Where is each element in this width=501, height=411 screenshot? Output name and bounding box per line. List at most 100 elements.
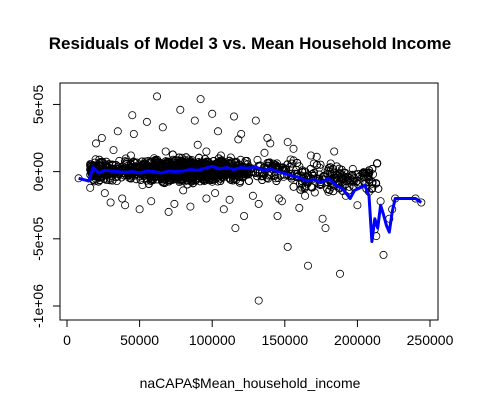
data-point xyxy=(118,194,127,203)
data-point xyxy=(248,191,257,200)
data-point xyxy=(355,178,364,187)
data-point xyxy=(186,202,195,211)
data-point xyxy=(289,182,298,191)
data-point xyxy=(335,164,344,173)
data-point xyxy=(309,159,318,168)
data-point xyxy=(97,133,106,142)
data-point xyxy=(205,170,214,179)
data-point xyxy=(266,139,275,148)
data-point xyxy=(254,199,263,208)
data-point xyxy=(158,123,167,132)
data-point xyxy=(326,159,335,168)
x-tick-label: 150000 xyxy=(261,332,308,348)
data-point xyxy=(117,173,126,182)
data-point xyxy=(100,189,109,198)
data-point xyxy=(200,170,209,179)
data-point xyxy=(136,175,145,184)
data-point xyxy=(289,144,298,153)
data-point xyxy=(109,169,118,178)
data-point xyxy=(321,224,330,233)
data-point xyxy=(296,185,305,194)
data-point xyxy=(308,170,317,179)
data-point xyxy=(315,163,324,172)
data-point xyxy=(94,177,103,186)
data-point xyxy=(258,175,267,184)
data-point xyxy=(109,146,118,155)
x-axis: 0 50000 100000 150000 200000 250000 xyxy=(63,319,454,348)
data-point xyxy=(301,183,310,192)
data-point xyxy=(169,172,178,181)
data-point xyxy=(147,197,156,206)
y-tick-label: 5e+05 xyxy=(30,85,46,125)
data-point xyxy=(106,198,115,207)
data-point xyxy=(273,211,282,220)
data-point xyxy=(229,112,238,121)
data-point xyxy=(188,179,197,188)
data-point xyxy=(213,127,222,136)
smooth-trend-line xyxy=(78,164,423,243)
data-point xyxy=(251,168,260,177)
data-point xyxy=(379,250,388,259)
data-point xyxy=(94,162,103,171)
data-point xyxy=(287,159,296,168)
data-point xyxy=(129,129,138,138)
data-point xyxy=(216,151,225,160)
data-point xyxy=(209,171,218,180)
data-point xyxy=(286,155,295,164)
y-axis: 5e+05 0e+00 -5e+05 -1e+06 xyxy=(30,85,61,328)
data-point xyxy=(324,187,333,196)
data-point xyxy=(146,172,155,181)
data-point xyxy=(188,175,197,184)
chart-title: Residuals of Model 3 vs. Mean Household … xyxy=(49,34,451,53)
data-point xyxy=(168,161,177,170)
data-point xyxy=(331,173,340,182)
data-point xyxy=(198,172,207,181)
data-point xyxy=(164,177,173,186)
data-point xyxy=(374,184,383,193)
data-point xyxy=(373,159,382,168)
data-point xyxy=(126,151,135,160)
data-point xyxy=(237,129,246,138)
data-point xyxy=(301,167,310,176)
x-tick-label: 50000 xyxy=(120,332,159,348)
data-point xyxy=(113,127,122,136)
data-point xyxy=(242,169,251,178)
data-point xyxy=(208,170,217,179)
data-point xyxy=(330,147,339,156)
data-point xyxy=(190,116,199,125)
data-point xyxy=(170,199,179,208)
data-point xyxy=(176,105,185,114)
data-point xyxy=(86,161,95,170)
x-tick-label: 0 xyxy=(63,332,71,348)
data-point xyxy=(283,242,292,251)
data-point xyxy=(195,153,204,162)
data-point xyxy=(269,159,278,168)
data-point xyxy=(263,133,272,142)
y-tick-label: -1e+06 xyxy=(30,284,46,328)
data-point xyxy=(254,296,263,305)
data-point xyxy=(242,156,251,165)
x-axis-label: naCAPA$Mean_household_income xyxy=(140,375,361,391)
data-point xyxy=(115,156,124,165)
data-point xyxy=(258,171,267,180)
data-point xyxy=(309,168,318,177)
data-point xyxy=(236,170,245,179)
data-point xyxy=(353,201,362,210)
data-point xyxy=(312,152,321,161)
data-point xyxy=(208,109,217,118)
data-point xyxy=(367,185,376,194)
data-point xyxy=(318,214,327,223)
data-point xyxy=(121,201,130,210)
data-point xyxy=(251,116,260,125)
data-point xyxy=(337,178,346,187)
data-point xyxy=(371,179,380,188)
data-point xyxy=(335,269,344,278)
data-point xyxy=(181,172,190,181)
data-point xyxy=(138,181,147,190)
y-tick-label: -5e+05 xyxy=(30,217,46,261)
data-point xyxy=(295,203,304,212)
data-point xyxy=(324,164,333,173)
data-point xyxy=(298,183,307,192)
data-point xyxy=(128,111,137,120)
data-point xyxy=(328,164,337,173)
